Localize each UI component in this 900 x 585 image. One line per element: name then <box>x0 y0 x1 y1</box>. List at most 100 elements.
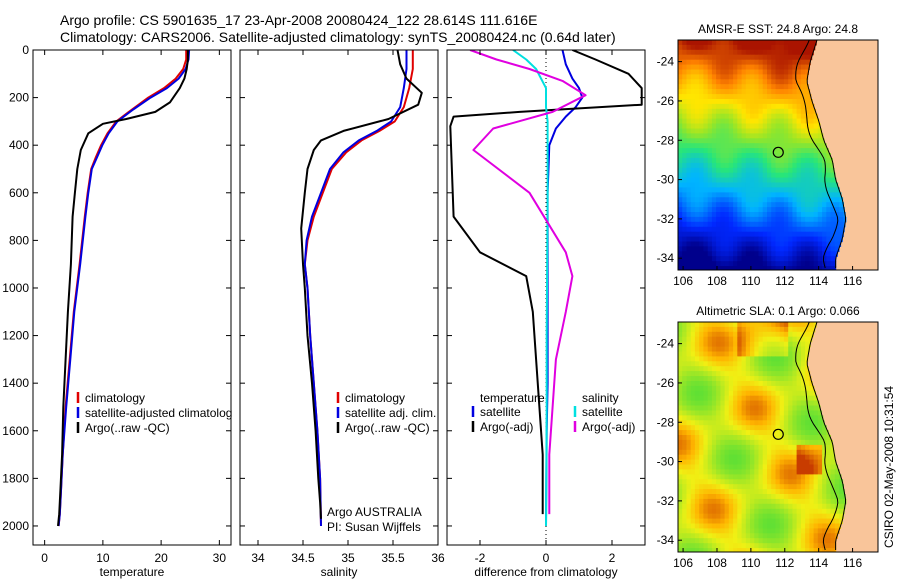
y-tick-label: -26 <box>657 94 675 108</box>
x-tick-label: 116 <box>843 274 862 288</box>
y-tick-label: 200 <box>9 91 29 105</box>
x-tick-label: 35.5 <box>381 551 405 565</box>
coastline <box>806 40 846 268</box>
y-tick-label: -24 <box>657 55 675 69</box>
y-tick-label: -32 <box>657 212 675 226</box>
legend-heading: salinity <box>582 391 619 405</box>
legend-item: satellite adj. clim. <box>345 406 436 420</box>
argo-profile-marker <box>772 428 784 440</box>
x-tick-label: 114 <box>809 274 828 288</box>
x-tick-label: 108 <box>707 274 727 288</box>
y-tick-label: 400 <box>9 138 29 152</box>
temperature-series-2 <box>57 50 189 527</box>
y-tick-label: 800 <box>9 233 29 247</box>
sst-map-title: AMSR-E SST: 24.8 Argo: 24.8 <box>698 22 858 36</box>
difference-series-0 <box>545 50 584 527</box>
y-tick-label: -34 <box>657 533 675 547</box>
salinity-axes-frame <box>239 49 439 546</box>
legend-item: satellite <box>480 405 521 419</box>
y-tick-label: -30 <box>657 173 675 187</box>
sst-map-frame <box>677 39 879 271</box>
difference-series-2 <box>512 50 549 527</box>
x-tick-label: 34 <box>251 551 265 565</box>
x-tick-label: 20 <box>154 551 168 565</box>
annotation-line-1: Argo AUSTRALIA <box>327 505 422 519</box>
bathymetry-contour <box>795 322 839 551</box>
footer-stamp: CSIRO 02-May-2008 10:31:54 <box>882 386 896 548</box>
y-tick-label: 1600 <box>2 424 29 438</box>
x-tick-label: 2 <box>609 551 616 565</box>
x-tick-label: 30 <box>213 551 227 565</box>
legend-item: Argo(..raw -QC) <box>345 421 430 435</box>
header-line-2: Climatology: CARS2006. Satellite-adjuste… <box>60 29 616 45</box>
temperature-series-1 <box>57 50 191 527</box>
sla-map-field <box>678 322 878 552</box>
sla-map: Altimetric SLA: 0.1 Argo: 0.066 106 108 110… <box>657 304 879 570</box>
difference-series-1 <box>449 50 643 515</box>
y-tick-label: -28 <box>657 133 675 147</box>
legend-item: satellite-adjusted climatolog <box>85 406 232 420</box>
difference-series-3 <box>469 50 587 515</box>
header-line-1: Argo profile: CS 5901635_17 23-Apr-2008 … <box>60 12 537 28</box>
sst-map: AMSR-E SST: 24.8 Argo: 24.8 106 108 110 112 1… <box>657 22 879 288</box>
x-tick-label: 108 <box>707 556 727 570</box>
x-tick-label: 112 <box>775 274 794 288</box>
x-tick-label: 106 <box>673 274 693 288</box>
y-tick-label: 600 <box>9 186 29 200</box>
salinity-series-2 <box>300 50 423 519</box>
salinity-series-0 <box>303 50 414 527</box>
x-tick-label: 36 <box>431 551 445 565</box>
salinity-series-1 <box>303 50 408 527</box>
legend-item: climatology <box>345 391 405 405</box>
x-tick-label: 112 <box>775 556 794 570</box>
x-tick-label: 114 <box>809 556 828 570</box>
y-tick-label: -24 <box>657 337 675 351</box>
difference-xlabel: difference from climatology <box>474 565 617 579</box>
x-tick-label: 35 <box>341 551 355 565</box>
x-tick-label: -2 <box>475 551 486 565</box>
x-tick-label: 106 <box>673 556 693 570</box>
y-tick-label: 1800 <box>2 471 29 485</box>
y-tick-label: 1400 <box>2 376 29 390</box>
y-tick-label: -32 <box>657 494 675 508</box>
y-tick-label: -30 <box>657 455 675 469</box>
sst-map-field <box>678 40 878 270</box>
y-tick-label: 1000 <box>2 281 29 295</box>
temperature-axes-frame <box>32 49 232 546</box>
legend-item: Argo(-adj) <box>582 420 635 434</box>
x-tick-label: 116 <box>843 556 862 570</box>
x-tick-label: 10 <box>96 551 110 565</box>
temperature-xlabel: temperature <box>100 565 165 579</box>
annotation-line-2: PI: Susan Wijffels <box>327 520 421 534</box>
x-tick-label: 110 <box>741 274 760 288</box>
temperature-panel: 0 10 20 30 0 200 400 600 800 1000 1200 1400 1600 1800… <box>2 43 232 579</box>
x-tick-label: 0 <box>543 551 550 565</box>
legend-heading: temperature <box>480 391 545 405</box>
x-tick-label: 0 <box>41 551 48 565</box>
legend-item: satellite <box>582 405 623 419</box>
x-tick-label: 110 <box>741 556 760 570</box>
sla-map-frame <box>677 321 879 553</box>
y-tick-label: -34 <box>657 251 675 265</box>
salinity-panel: 34 34.5 35 35.5 36 salinity <box>239 49 445 579</box>
x-tick-label: 34.5 <box>291 551 315 565</box>
y-tick-label: -26 <box>657 376 675 390</box>
legend-item: Argo(-adj) <box>480 420 533 434</box>
legend-item: Argo(..raw -QC) <box>85 421 170 435</box>
y-tick-label: 1200 <box>2 329 29 343</box>
bathymetry-contour <box>795 40 839 269</box>
sla-map-title: Altimetric SLA: 0.1 Argo: 0.066 <box>696 304 860 318</box>
legend-item: climatology <box>85 391 145 405</box>
difference-legend: temperaturesatelliteArgo(-adj)salinitysa… <box>471 391 635 434</box>
salinity-xlabel: salinity <box>321 565 358 579</box>
y-tick-label: 2000 <box>2 519 29 533</box>
coastline <box>806 322 846 550</box>
argo-profile-marker <box>772 146 784 158</box>
y-tick-label: 0 <box>22 43 29 57</box>
y-tick-label: -28 <box>657 415 675 429</box>
